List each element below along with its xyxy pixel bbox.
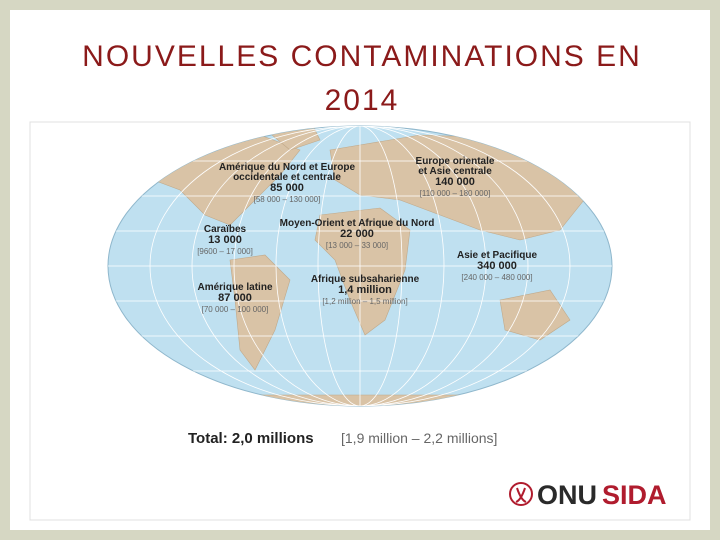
region-name: Caraïbes (204, 224, 247, 235)
region-range: [9600 – 17 000] (197, 247, 253, 256)
logo-ribbon (515, 487, 527, 503)
graticule (108, 126, 612, 406)
logo-text-2: SIDA (602, 480, 667, 510)
region-name: Asie et Pacifique (457, 250, 537, 261)
title-line: 2014 (325, 84, 400, 117)
logo-emblem (509, 482, 533, 506)
region-value: 140 000 (435, 176, 475, 188)
total-range: [1,9 million – 2,2 millions] (341, 430, 497, 446)
region-value: 1,4 million (338, 284, 392, 296)
region-range: [240 000 – 480 000] (461, 273, 532, 282)
australia (499, 289, 571, 341)
region-range: [70 000 – 100 000] (202, 305, 269, 314)
region-value: 87 000 (218, 292, 252, 304)
africa (314, 207, 411, 336)
region-value: 13 000 (208, 234, 242, 246)
region-range: [13 000 – 33 000] (326, 241, 388, 250)
region-name: Moyen-Orient et Afrique du Nord (280, 218, 435, 229)
logo: ONU SIDA (509, 480, 667, 510)
region-name: Amérique latine (197, 282, 272, 293)
region-range: [110 000 – 180 000] (420, 189, 491, 198)
region-value: 85 000 (270, 182, 304, 194)
region-value: 340 000 (477, 260, 517, 272)
region-name: occidentale et centrale (233, 172, 341, 183)
region-range: [1,2 million – 1,5 million] (322, 297, 407, 306)
region-name: et Asie centrale (418, 166, 492, 177)
region-name: Europe orientale (416, 156, 495, 167)
logo-text-1: ONU (537, 480, 597, 510)
region-value: 22 000 (340, 228, 374, 240)
title-line: NOUVELLES CONTAMINATIONS EN (82, 40, 642, 73)
south-america (229, 254, 291, 371)
region-name: Amérique du Nord et Europe (219, 162, 356, 173)
region-range: [58 000 – 130 000] (254, 195, 321, 204)
region-name: Afrique subsaharienne (311, 274, 420, 285)
total-label: Total: 2,0 millions (188, 430, 314, 447)
